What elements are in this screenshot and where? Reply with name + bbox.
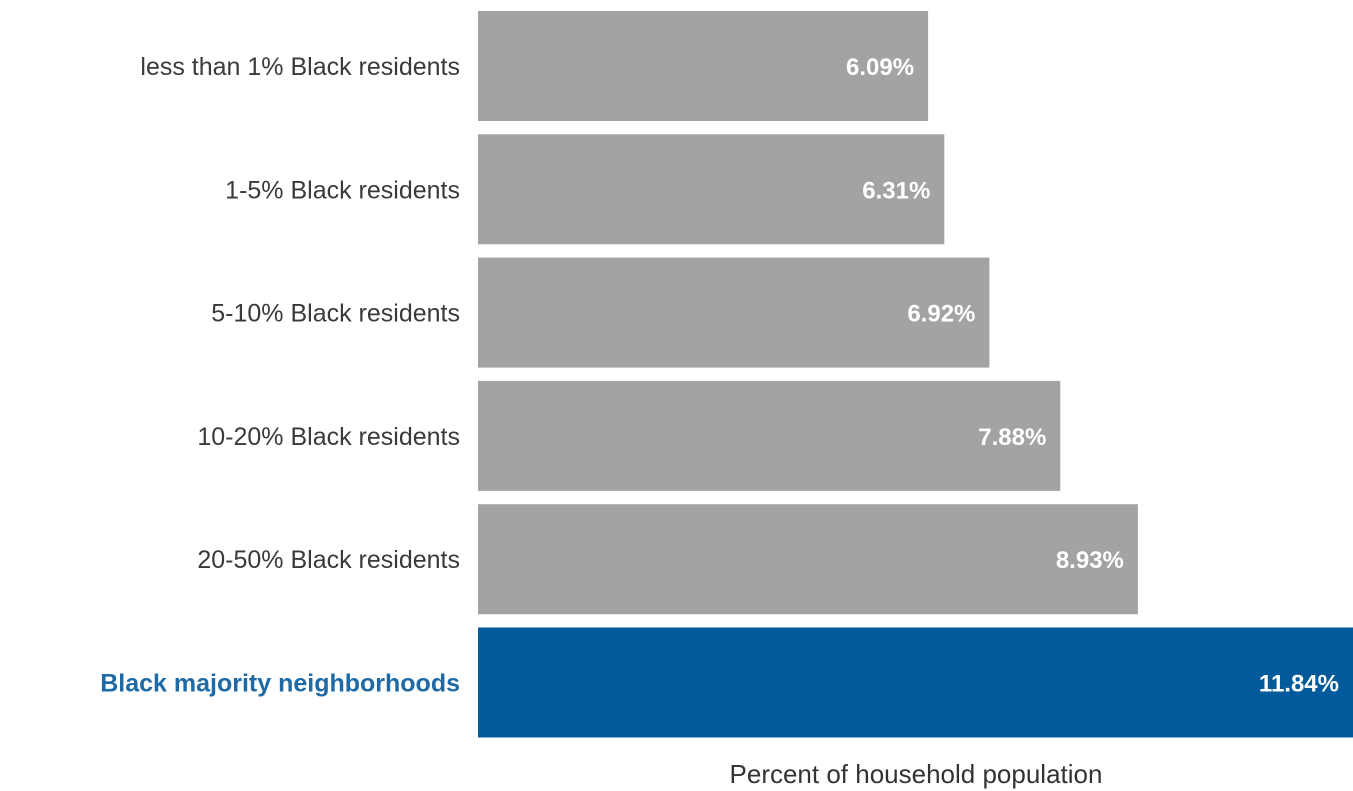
category-label-0: less than 1% Black residents	[140, 53, 460, 81]
bar-1	[478, 134, 945, 245]
category-label-5: Black majority neighborhoods	[100, 670, 460, 698]
bar-2	[478, 257, 990, 368]
value-labels-group: 6.09% 6.31% 6.92% 7.88% 8.93% 11.84%	[846, 54, 1339, 698]
category-label-4: 20-50% Black residents	[197, 546, 460, 574]
value-label-0: 6.09%	[846, 54, 914, 81]
category-label-2: 5-10% Black residents	[211, 300, 460, 328]
value-label-4: 8.93%	[1056, 547, 1124, 574]
bar-3	[478, 380, 1061, 491]
bars-group	[478, 11, 1353, 738]
bar-0	[478, 11, 929, 121]
category-labels-group: less than 1% Black residents 1-5% Black r…	[100, 53, 460, 698]
bar-5	[478, 627, 1353, 738]
value-label-5: 11.84%	[1259, 671, 1339, 698]
bar-4	[478, 504, 1138, 615]
value-label-1: 6.31%	[862, 177, 930, 204]
value-label-2: 6.92%	[907, 301, 975, 328]
value-label-3: 7.88%	[978, 424, 1046, 451]
category-label-1: 1-5% Black residents	[225, 176, 460, 204]
x-axis-title: Percent of household population	[730, 759, 1103, 789]
category-label-3: 10-20% Black residents	[197, 423, 460, 451]
